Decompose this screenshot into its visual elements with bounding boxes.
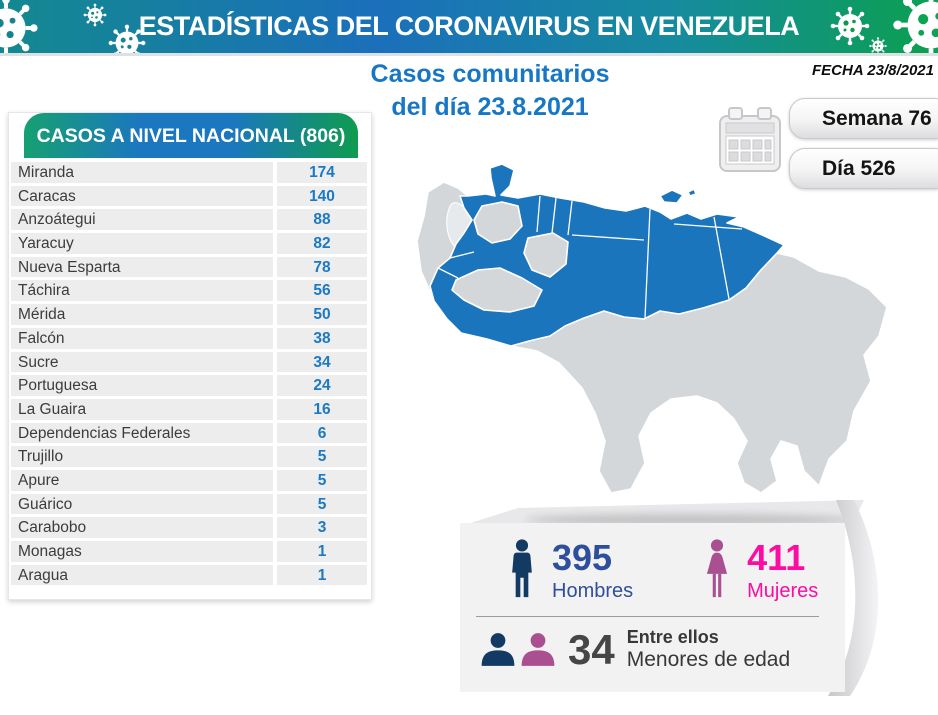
cases-table-header: CASOS A NIVEL NACIONAL (806) (24, 113, 358, 158)
minors-stat: 34 Entre ellos Menores de edad (460, 617, 845, 672)
case-count: 5 (277, 469, 367, 491)
table-row: Mérida 50 (11, 304, 367, 325)
women-count: 411 (747, 537, 806, 578)
state-name: Falcón (11, 327, 273, 349)
men-label: Hombres (552, 580, 634, 602)
state-name: Trujillo (11, 446, 273, 467)
cases-table-rows: Miranda 174 Caracas 140 Anzoátegui 88 Yaracuy 8… (11, 162, 367, 588)
table-row: Sucre 34 (11, 351, 367, 373)
table-row: Aragua 1 (11, 564, 367, 586)
case-count: 82 (277, 233, 367, 254)
table-row: La Guaira 16 (11, 398, 367, 420)
state-name: Dependencias Federales (11, 422, 273, 444)
minors-label-line1: Entre ellos (626, 627, 719, 647)
page-title: ESTADÍSTICAS DEL CORONAVIRUS EN VENEZUEL… (138, 11, 800, 41)
subtitle-line2: del día 23.8.2021 (391, 93, 589, 121)
table-row: Guárico 5 (11, 493, 367, 515)
table-row: Anzoátegui 88 (11, 209, 367, 231)
case-count: 5 (277, 493, 367, 515)
venezuela-map (416, 163, 888, 494)
table-row: Táchira 56 (11, 280, 367, 302)
state-name: Yaracuy (11, 233, 273, 254)
case-count: 140 (277, 185, 367, 207)
table-row: Portuguesa 24 (11, 375, 367, 396)
gender-stats-card: 395 Hombres 411 Mujeres (460, 523, 845, 692)
table-row: Trujillo 5 (11, 446, 367, 467)
minors-count: 34 (568, 625, 615, 673)
woman-icon (707, 539, 728, 598)
case-count: 174 (277, 162, 367, 183)
subtitle: Casos comunitarios del día 23.8.2021 (320, 58, 660, 124)
women-label: Mujeres (747, 580, 819, 602)
case-count: 24 (277, 375, 367, 396)
state-name: Nueva Esparta (11, 256, 273, 278)
state-name: Guárico (11, 493, 273, 515)
minors-label-line2: Menores de edad (626, 648, 791, 671)
state-name: Táchira (11, 280, 273, 302)
man-icon (512, 539, 532, 598)
woman-bust-icon (521, 633, 555, 666)
state-name: Aragua (11, 564, 273, 586)
table-row: Nueva Esparta 78 (11, 256, 367, 278)
case-count: 50 (277, 304, 367, 325)
stats-divider (476, 616, 819, 617)
case-count: 88 (277, 209, 367, 231)
men-count: 395 (552, 537, 613, 578)
men-stat: 395 Hombres (504, 539, 633, 603)
state-name: Miranda (11, 162, 273, 183)
state-name: Mérida (11, 304, 273, 325)
case-count: 5 (277, 446, 367, 467)
case-count: 3 (277, 517, 367, 538)
table-row: Caracas 140 (11, 185, 367, 207)
week-badge: Semana 76 (789, 98, 938, 139)
case-count: 6 (277, 422, 367, 444)
state-name: Portuguesa (11, 375, 273, 396)
table-row: Yaracuy 82 (11, 233, 367, 254)
state-borders (437, 195, 743, 319)
women-stat: 411 Mujeres (699, 539, 818, 603)
table-row: Monagas 1 (11, 541, 367, 562)
state-name: Sucre (11, 351, 273, 373)
table-row: Apure 5 (11, 469, 367, 491)
case-count: 1 (277, 541, 367, 562)
calendar-icon (719, 107, 781, 172)
state-name: Caracas (11, 185, 273, 207)
cases-table: CASOS A NIVEL NACIONAL (806) Miranda 174 C… (8, 112, 372, 600)
state-name: Monagas (11, 541, 273, 562)
header-banner: ESTADÍSTICAS DEL CORONAVIRUS EN VENEZUEL… (0, 0, 938, 53)
state-lara (473, 201, 523, 244)
table-row: Dependencias Federales 6 (11, 422, 367, 444)
state-name: Apure (11, 469, 273, 491)
case-count: 78 (277, 256, 367, 278)
case-count: 34 (277, 351, 367, 373)
fecha-label: FECHA 23/8/2021 (811, 62, 934, 79)
banner-divider (0, 53, 938, 56)
table-row: Carabobo 3 (11, 517, 367, 538)
case-count: 16 (277, 398, 367, 420)
island-nueva-esparta (659, 189, 684, 204)
case-count: 38 (277, 327, 367, 349)
case-count: 1 (277, 564, 367, 586)
state-barinas (451, 267, 543, 313)
state-name: Carabobo (11, 517, 273, 538)
man-bust-icon (481, 633, 515, 666)
state-cojedes (523, 232, 569, 278)
state-name: La Guaira (11, 398, 273, 420)
subtitle-line1: Casos comunitarios (370, 60, 610, 88)
table-row: Miranda 174 (11, 162, 367, 183)
day-badge: Día 526 (789, 148, 938, 189)
case-count: 56 (277, 280, 367, 302)
table-row: Falcón 38 (11, 327, 367, 349)
islet (687, 188, 697, 197)
state-name: Anzoátegui (11, 209, 273, 231)
